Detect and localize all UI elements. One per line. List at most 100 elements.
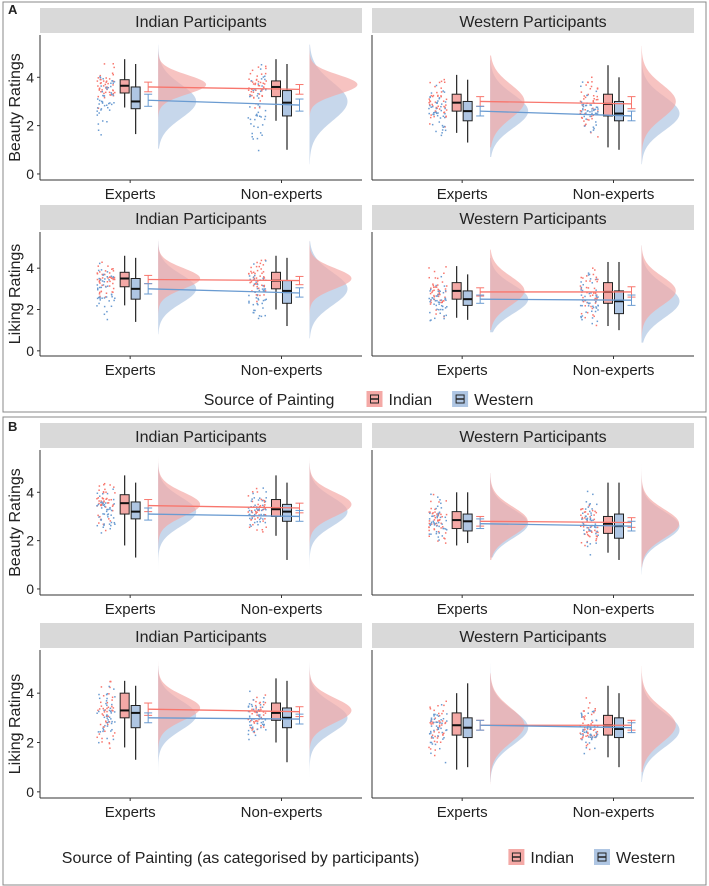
western-point bbox=[114, 297, 116, 300]
western-point bbox=[108, 300, 110, 302]
legend: Source of Painting (as categorised by pa… bbox=[62, 849, 675, 867]
indian-point bbox=[259, 262, 262, 265]
western-point bbox=[580, 716, 583, 718]
western-point bbox=[587, 736, 590, 738]
western-point bbox=[443, 315, 445, 317]
indian-point bbox=[264, 504, 266, 506]
western-point bbox=[97, 731, 100, 733]
western-point bbox=[580, 281, 582, 283]
indian-point bbox=[585, 123, 587, 126]
western-point bbox=[253, 521, 256, 524]
indian-point bbox=[106, 502, 109, 504]
western-point bbox=[435, 522, 438, 525]
western-point bbox=[435, 112, 438, 115]
western-point bbox=[440, 109, 443, 112]
western-point bbox=[260, 64, 263, 66]
western-point bbox=[446, 305, 448, 308]
panel: Indian Participants 0 2 4 Experts Non-experts bbox=[26, 8, 362, 203]
indian-point bbox=[263, 285, 265, 288]
western-point bbox=[594, 747, 596, 750]
western-point bbox=[105, 104, 108, 107]
western-box bbox=[130, 705, 141, 729]
western-point bbox=[251, 132, 253, 135]
indian-point bbox=[265, 67, 267, 70]
indian-point bbox=[101, 737, 103, 740]
western-point bbox=[582, 283, 584, 286]
western-point bbox=[429, 319, 431, 322]
indian-point bbox=[109, 276, 111, 278]
western-point bbox=[586, 517, 589, 520]
western-point bbox=[108, 716, 111, 719]
western-point bbox=[591, 736, 594, 738]
western-point bbox=[258, 716, 261, 718]
western-point bbox=[435, 525, 438, 527]
indian-point bbox=[580, 541, 583, 544]
y-tick-label: 0 bbox=[26, 343, 34, 359]
western-point bbox=[432, 737, 434, 739]
facet-title: Indian Participants bbox=[135, 429, 267, 446]
western-box bbox=[282, 503, 292, 522]
indian-point bbox=[102, 80, 105, 82]
western-point bbox=[432, 515, 434, 517]
western-point bbox=[250, 724, 253, 726]
western-point bbox=[262, 76, 265, 78]
western-point bbox=[591, 108, 593, 110]
western-point bbox=[438, 525, 440, 528]
indian-point bbox=[440, 91, 443, 93]
western-point bbox=[437, 728, 440, 731]
western-point bbox=[258, 289, 261, 292]
western-point bbox=[262, 508, 265, 511]
western-point bbox=[586, 301, 589, 304]
indian-point bbox=[596, 526, 599, 529]
western-point bbox=[264, 115, 267, 118]
western-point bbox=[106, 725, 109, 727]
western-point bbox=[102, 504, 104, 506]
western-point bbox=[436, 721, 439, 724]
western-point bbox=[257, 111, 260, 114]
western-point bbox=[99, 297, 101, 299]
western-point bbox=[439, 117, 442, 119]
western-point bbox=[429, 512, 431, 515]
indian-point bbox=[96, 497, 98, 500]
indian-point bbox=[430, 301, 432, 304]
western-point bbox=[105, 510, 108, 513]
western-point bbox=[593, 109, 595, 112]
indian-point bbox=[256, 696, 258, 699]
indian-point bbox=[113, 66, 115, 69]
western-point bbox=[102, 728, 105, 731]
indian-point bbox=[109, 520, 112, 522]
indian-point bbox=[584, 511, 587, 513]
western-point bbox=[431, 515, 433, 518]
western-point bbox=[257, 104, 259, 106]
western-point bbox=[444, 528, 447, 530]
western-mean-line bbox=[480, 110, 632, 117]
indian-box bbox=[603, 93, 613, 117]
indian-point bbox=[584, 715, 586, 717]
western-point bbox=[99, 299, 101, 301]
indian-box bbox=[603, 515, 613, 534]
western-point bbox=[428, 112, 430, 115]
indian-point bbox=[430, 721, 433, 723]
indian-point bbox=[582, 300, 585, 303]
indian-point bbox=[444, 721, 447, 724]
indian-point bbox=[108, 721, 111, 723]
western-point bbox=[580, 316, 583, 319]
western-point bbox=[430, 523, 432, 525]
indian-point bbox=[109, 280, 111, 283]
western-point bbox=[590, 512, 592, 514]
indian-point bbox=[111, 509, 114, 512]
western-point bbox=[264, 78, 266, 81]
indian-point bbox=[445, 104, 447, 106]
indian-point bbox=[584, 124, 586, 127]
indian-point bbox=[593, 292, 595, 294]
western-point bbox=[440, 308, 442, 311]
western-point bbox=[248, 721, 251, 723]
indian-point bbox=[112, 270, 115, 272]
western-point bbox=[110, 305, 113, 308]
western-point bbox=[254, 504, 256, 507]
indian-point bbox=[428, 526, 430, 528]
western-point bbox=[105, 702, 107, 705]
indian-point bbox=[98, 502, 100, 505]
indian-point bbox=[592, 267, 594, 269]
western-point bbox=[590, 738, 593, 740]
